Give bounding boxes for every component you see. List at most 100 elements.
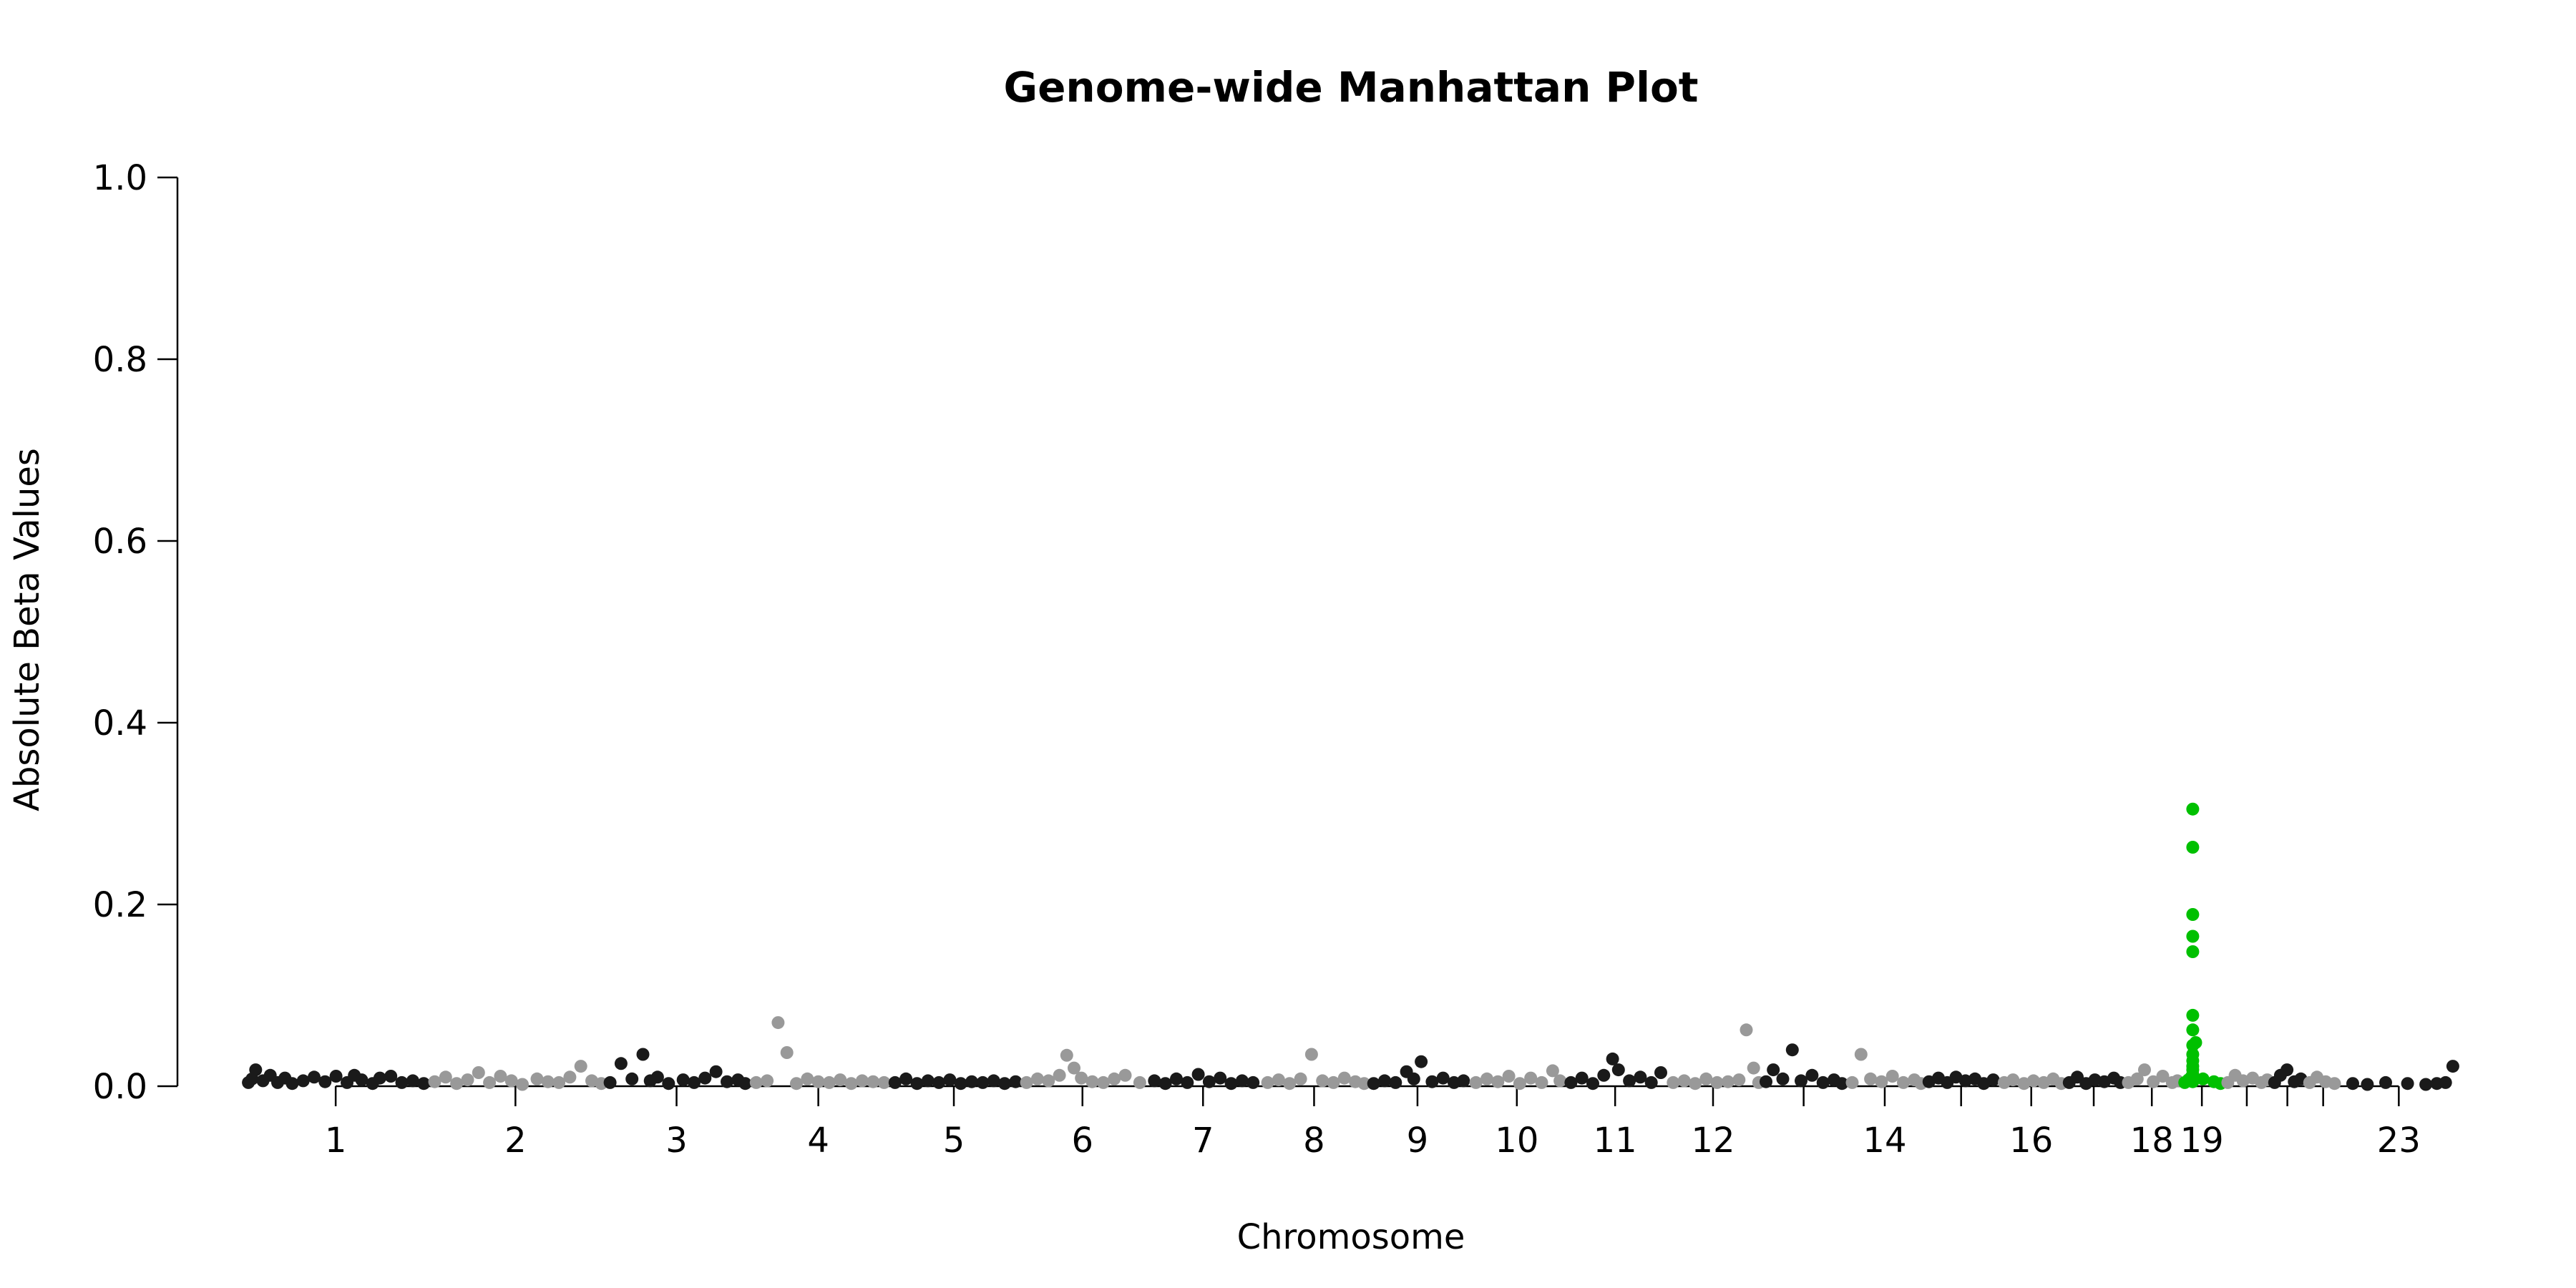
- data-point: [308, 1070, 321, 1084]
- data-point: [738, 1077, 752, 1091]
- y-axis: 0.0 0.2 0.4 0.6 0.8 1.0: [93, 158, 179, 1107]
- data-point: [1030, 1072, 1044, 1085]
- data-point: [2186, 1023, 2200, 1037]
- data-point: [780, 1046, 794, 1059]
- data-point: [1389, 1075, 1402, 1089]
- data-point: [461, 1073, 474, 1087]
- data-point: [709, 1065, 723, 1078]
- data-point: [1767, 1063, 1780, 1077]
- data-point: [1623, 1074, 1636, 1088]
- y-tick-label: 0.4: [93, 703, 147, 743]
- data-point: [1524, 1071, 1538, 1085]
- x-tick-label: 6: [1071, 1121, 1093, 1161]
- data-point: [877, 1075, 891, 1089]
- x-tick-label: 11: [1594, 1121, 1637, 1161]
- data-point: [2006, 1073, 2020, 1087]
- data-point: [614, 1057, 628, 1070]
- x-tick-label: 19: [2180, 1121, 2224, 1161]
- data-point: [516, 1078, 529, 1091]
- x-tick-label: 2: [504, 1121, 527, 1161]
- data-point: [771, 1016, 785, 1030]
- data-point: [1854, 1048, 1868, 1061]
- data-point: [2346, 1077, 2359, 1091]
- data-point: [1897, 1075, 1910, 1089]
- data-point: [1502, 1070, 1516, 1083]
- data-point: [1710, 1075, 1724, 1089]
- data-point: [1448, 1075, 1460, 1089]
- data-point: [801, 1072, 814, 1085]
- data-point: [2186, 908, 2200, 921]
- data-point: [1513, 1077, 1526, 1091]
- data-point: [636, 1048, 650, 1061]
- data-point: [1845, 1075, 1859, 1089]
- data-point: [1564, 1075, 1578, 1089]
- x-tick-label: 18: [2130, 1121, 2174, 1161]
- data-point: [1958, 1074, 1972, 1088]
- data-point: [650, 1070, 664, 1084]
- data-point: [1158, 1077, 1172, 1091]
- x-tick-label: 3: [665, 1121, 688, 1161]
- data-point: [384, 1070, 398, 1083]
- data-point: [822, 1075, 836, 1089]
- data-point: [2280, 1063, 2294, 1077]
- data-point: [1436, 1071, 1450, 1085]
- data-point: [2379, 1075, 2392, 1089]
- data-point: [2186, 1075, 2200, 1088]
- x-tick-label: 12: [1691, 1121, 1735, 1161]
- data-point: [721, 1075, 733, 1088]
- x-tick-label: 7: [1192, 1121, 1214, 1161]
- data-point: [625, 1072, 639, 1085]
- data-point: [2186, 930, 2200, 943]
- data-point: [899, 1072, 913, 1085]
- data-point: [1425, 1075, 1439, 1088]
- data-point: [1634, 1070, 1647, 1084]
- x-tick-label: 23: [2377, 1121, 2421, 1161]
- data-point: [406, 1074, 419, 1088]
- x-tick-label: 1: [325, 1121, 347, 1161]
- data-point: [976, 1075, 990, 1089]
- data-point: [355, 1073, 369, 1087]
- x-tick-label: 10: [1495, 1121, 1538, 1161]
- data-point: [1224, 1077, 1238, 1091]
- data-point: [2186, 841, 2200, 854]
- data-point: [844, 1077, 858, 1091]
- x-axis-label: Chromosome: [1237, 1217, 1465, 1257]
- data-point: [1337, 1071, 1351, 1085]
- data-point: [373, 1071, 386, 1085]
- data-point: [1721, 1075, 1735, 1088]
- x-tick-label: 16: [2009, 1121, 2053, 1161]
- x-tick-label: 14: [1863, 1121, 1906, 1161]
- data-point: [2138, 1063, 2151, 1077]
- data-point: [1480, 1072, 1493, 1085]
- data-point: [563, 1070, 577, 1084]
- y-tick-label: 0.8: [93, 340, 147, 380]
- x-tick-label: 8: [1303, 1121, 1325, 1161]
- data-point: [761, 1074, 774, 1088]
- data-point: [1407, 1072, 1420, 1085]
- data-point: [2186, 1008, 2200, 1022]
- data-point: [1020, 1075, 1033, 1089]
- data-point: [1677, 1074, 1691, 1088]
- data-point: [1546, 1064, 1559, 1078]
- data-point: [2328, 1077, 2341, 1091]
- data-point: [1214, 1071, 1227, 1085]
- data-point: [1553, 1074, 1567, 1088]
- data-point: [1060, 1048, 1073, 1062]
- y-tick-label: 0.0: [93, 1067, 147, 1107]
- data-point: [888, 1075, 902, 1089]
- data-point: [249, 1063, 263, 1077]
- data-point: [698, 1071, 712, 1085]
- data-point: [1294, 1072, 1307, 1085]
- data-point: [603, 1075, 617, 1089]
- data-point: [1885, 1070, 1899, 1083]
- data-point: [2147, 1075, 2160, 1088]
- data-point: [1181, 1075, 1194, 1089]
- data-point: [2401, 1077, 2414, 1091]
- data-point: [1357, 1077, 1371, 1091]
- data-point: [1611, 1063, 1625, 1077]
- data-point: [483, 1075, 497, 1089]
- data-point: [921, 1074, 935, 1088]
- data-point: [1760, 1075, 1772, 1088]
- x-tick-label: 4: [807, 1121, 829, 1161]
